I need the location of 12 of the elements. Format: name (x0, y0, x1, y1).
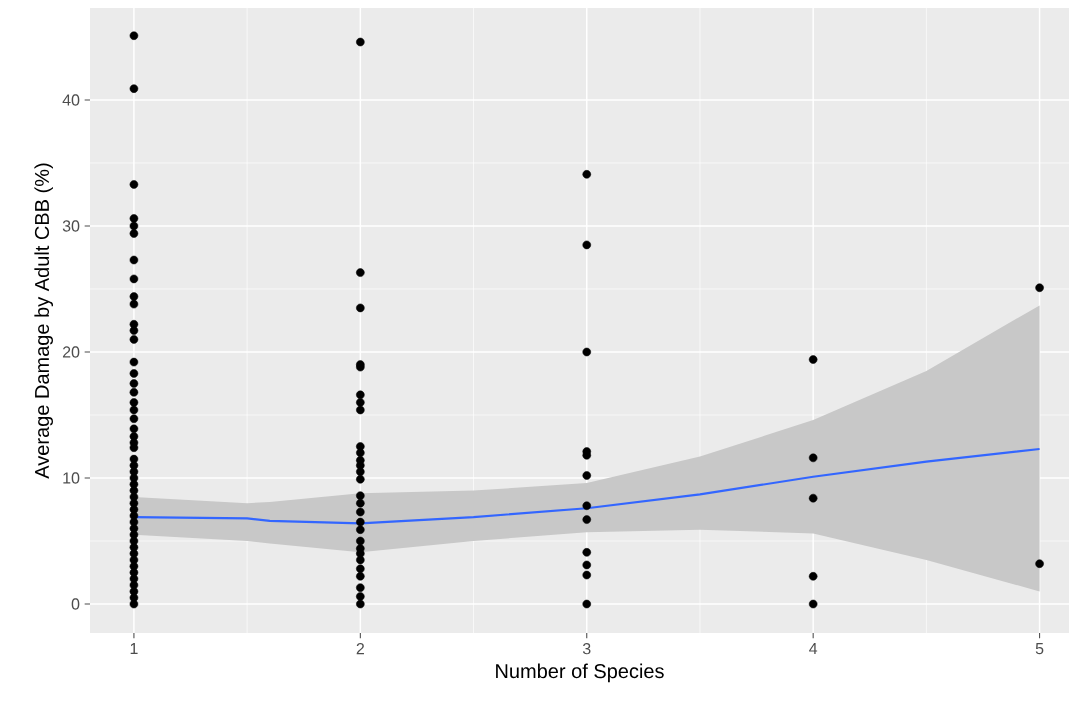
x-tick-label: 5 (1035, 643, 1044, 655)
y-axis-title: Average Damage by Adult CBB (%) (34, 163, 53, 479)
y-tick-label: 20 (62, 346, 80, 358)
x-tick-label: 1 (130, 643, 138, 655)
y-tick-label: 30 (62, 220, 80, 232)
y-tick-label: 0 (71, 598, 80, 610)
y-tick-label: 40 (62, 94, 80, 106)
x-tick-label: 3 (582, 643, 591, 655)
x-tick-label: 2 (356, 643, 364, 655)
x-tick-label: 4 (809, 643, 818, 655)
x-axis-title: Number of Species (496, 663, 664, 683)
y-tick-label: 10 (63, 472, 80, 484)
